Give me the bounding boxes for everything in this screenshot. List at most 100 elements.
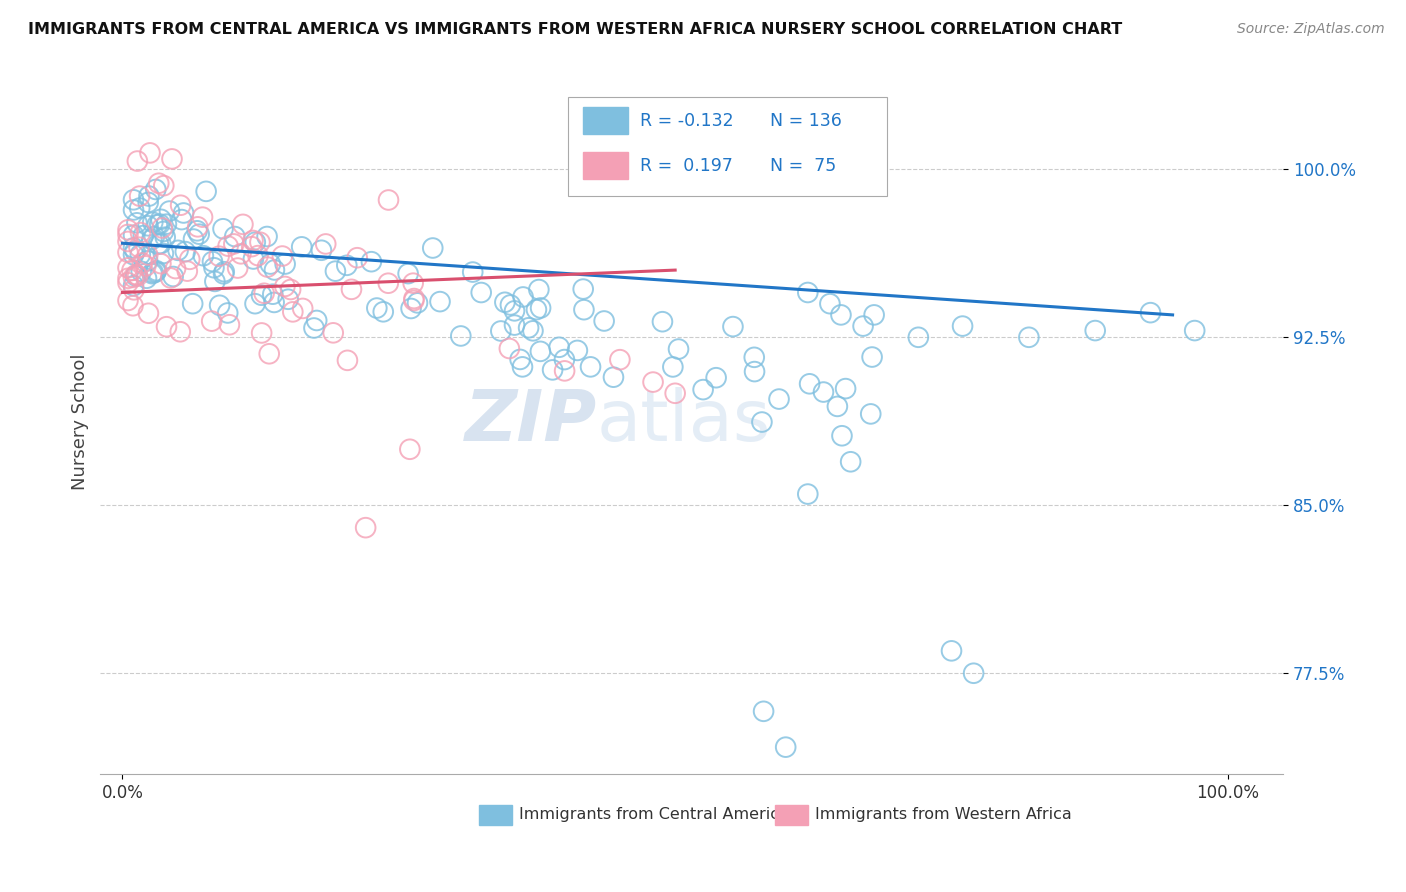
Point (122, 202, 145, 217)
Point (249, 235, 271, 250)
Point (145, 182, 167, 196)
FancyBboxPatch shape (775, 805, 807, 825)
Point (169, 325, 191, 339)
Point (136, 195, 159, 210)
Point (799, 376, 821, 391)
Point (548, 340, 571, 354)
Point (240, 240, 263, 254)
Point (541, 363, 564, 377)
Point (176, 264, 198, 278)
Point (131, 256, 153, 270)
Text: ZIP: ZIP (465, 387, 598, 456)
Point (125, 268, 148, 283)
Point (169, 198, 191, 212)
Point (149, 257, 172, 271)
Point (149, 236, 172, 251)
Point (202, 260, 225, 275)
Point (529, 344, 551, 359)
Point (193, 249, 215, 263)
Point (813, 385, 835, 400)
Point (274, 279, 297, 293)
Point (517, 320, 540, 334)
Point (259, 257, 281, 271)
Point (354, 521, 377, 535)
Point (181, 296, 204, 310)
Point (859, 407, 882, 421)
Point (377, 277, 399, 291)
Point (155, 217, 177, 231)
Point (489, 324, 512, 338)
Point (212, 265, 235, 279)
Point (1184, 324, 1206, 338)
Point (149, 212, 172, 227)
Text: R = -0.132: R = -0.132 (640, 112, 734, 129)
Point (336, 353, 359, 368)
Point (609, 352, 631, 367)
Point (142, 266, 165, 280)
Point (1084, 324, 1107, 338)
Text: IMMIGRANTS FROM CENTRAL AMERICA VS IMMIGRANTS FROM WESTERN AFRICA NURSERY SCHOOL: IMMIGRANTS FROM CENTRAL AMERICA VS IMMIG… (28, 22, 1122, 37)
Point (128, 201, 150, 215)
Point (322, 326, 344, 340)
Point (253, 286, 276, 301)
Point (402, 292, 425, 306)
Point (152, 225, 174, 239)
Point (222, 236, 245, 251)
Point (208, 298, 231, 312)
Point (962, 666, 984, 681)
Point (117, 276, 139, 290)
Point (150, 221, 173, 235)
Point (183, 232, 205, 246)
Point (839, 455, 862, 469)
Point (218, 318, 240, 332)
Point (159, 204, 181, 219)
Point (311, 244, 333, 258)
Point (470, 285, 492, 300)
Point (271, 249, 294, 263)
Point (152, 246, 174, 260)
Point (117, 245, 139, 260)
Point (797, 285, 820, 300)
Point (704, 370, 727, 384)
Point (941, 644, 963, 658)
Point (160, 152, 183, 166)
Point (399, 442, 422, 457)
Point (129, 264, 152, 278)
Point (243, 296, 266, 310)
Point (256, 260, 278, 274)
Point (117, 260, 139, 275)
Point (579, 359, 602, 374)
Point (173, 206, 195, 220)
Point (204, 274, 226, 288)
Point (553, 352, 575, 367)
Point (503, 318, 526, 332)
Point (124, 244, 146, 258)
Point (907, 330, 929, 344)
Point (360, 254, 382, 268)
Point (830, 308, 852, 322)
Point (572, 302, 595, 317)
Point (136, 248, 159, 262)
Point (422, 241, 444, 255)
Point (797, 487, 820, 501)
Point (567, 343, 589, 358)
Point (142, 215, 165, 229)
FancyBboxPatch shape (479, 805, 512, 825)
Point (170, 212, 193, 227)
Point (250, 326, 273, 340)
Point (242, 234, 264, 248)
Point (201, 254, 224, 268)
Point (162, 269, 184, 284)
Point (195, 185, 218, 199)
Point (138, 189, 160, 203)
Point (174, 244, 197, 259)
Point (1139, 306, 1161, 320)
Text: Immigrants from Western Africa: Immigrants from Western Africa (814, 807, 1071, 822)
Point (554, 364, 576, 378)
Point (138, 306, 160, 320)
Point (325, 264, 347, 278)
Point (122, 193, 145, 207)
Point (377, 193, 399, 207)
Point (692, 383, 714, 397)
Point (461, 265, 484, 279)
